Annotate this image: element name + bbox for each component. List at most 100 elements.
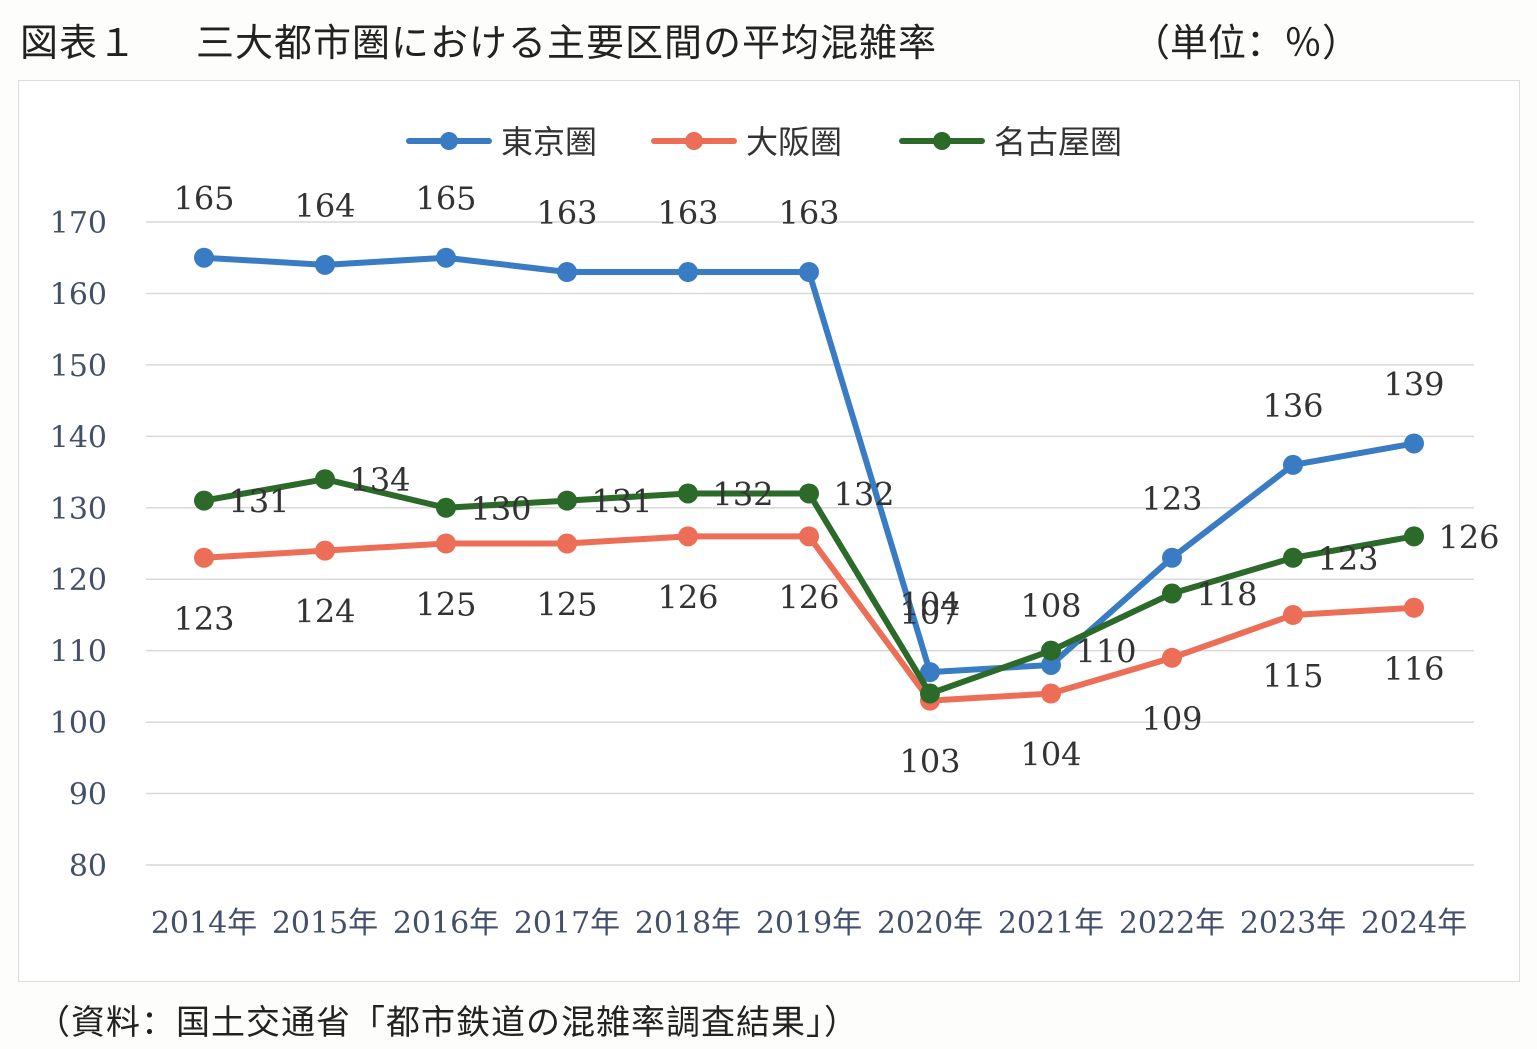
- x-tick-label: 2023年: [1240, 906, 1346, 941]
- y-tick-label: 90: [69, 778, 107, 813]
- data-point: [799, 526, 819, 547]
- series-line-1: [203, 533, 1415, 704]
- y-tick-label: 130: [50, 492, 107, 527]
- data-label: 131: [228, 483, 289, 521]
- data-label: 118: [1196, 576, 1257, 614]
- data-point: [436, 533, 456, 554]
- y-tick-label: 140: [50, 420, 107, 455]
- data-label: 116: [1383, 650, 1444, 688]
- y-tick-label: 120: [50, 563, 107, 598]
- data-point: [436, 247, 456, 268]
- data-point: [1404, 433, 1424, 454]
- legend-marker: [440, 132, 458, 150]
- data-point: [799, 483, 819, 504]
- x-tick-label: 2018年: [635, 906, 741, 941]
- y-tick-label: 170: [50, 206, 107, 241]
- data-point: [1283, 454, 1303, 475]
- data-label: 104: [899, 586, 960, 624]
- data-point: [194, 247, 214, 268]
- x-tick-label: 2021年: [998, 906, 1104, 941]
- data-label: 123: [173, 600, 234, 638]
- figure-number: 図表１: [20, 21, 138, 65]
- x-tick-label: 2015年: [272, 906, 378, 941]
- data-label: 163: [657, 194, 718, 232]
- data-point: [920, 683, 940, 704]
- data-label: 125: [536, 586, 597, 624]
- figure-source: （資料：国土交通省「都市鉄道の混雑率調査結果」）: [36, 1003, 859, 1043]
- data-label: 132: [833, 475, 894, 513]
- data-label: 107: [899, 594, 960, 632]
- figure-unit: （単位：％）: [1132, 21, 1361, 65]
- data-point: [315, 254, 335, 275]
- data-point: [920, 662, 940, 683]
- figure-header: 図表１ 三大都市圏における主要区間の平均混雑率 （単位：％）: [0, 0, 1537, 80]
- data-label: 134: [349, 461, 410, 499]
- data-point: [315, 540, 335, 561]
- data-point: [799, 262, 819, 283]
- x-tick-label: 2016年: [393, 906, 499, 941]
- data-point: [1041, 683, 1061, 704]
- data-label: 126: [778, 578, 839, 616]
- data-point: [315, 469, 335, 490]
- data-point: [1162, 647, 1182, 668]
- x-tick-label: 2017年: [514, 906, 620, 941]
- data-point: [1162, 583, 1182, 604]
- data-label: 163: [778, 194, 839, 232]
- data-label: 123: [1317, 540, 1378, 578]
- legend-label: 大阪圏: [746, 123, 842, 161]
- figure-title: 三大都市圏における主要区間の平均混雑率: [196, 21, 938, 65]
- y-tick-label: 80: [69, 849, 107, 884]
- x-tick-label: 2024年: [1361, 906, 1467, 941]
- data-label: 164: [294, 187, 355, 225]
- data-label: 163: [536, 194, 597, 232]
- data-label: 110: [1075, 633, 1136, 671]
- y-tick-label: 100: [50, 706, 107, 741]
- data-point: [194, 490, 214, 511]
- x-tick-label: 2014年: [151, 906, 257, 941]
- data-point: [1404, 526, 1424, 547]
- data-point: [436, 497, 456, 518]
- line-chart: 80 90 100 110 120 130 140 150 160 170 2014年 2015年 20…: [50, 123, 1500, 941]
- data-point: [1041, 654, 1061, 675]
- data-point: [194, 547, 214, 568]
- y-tick-label: 150: [50, 349, 107, 384]
- legend-label: 東京圏: [501, 123, 597, 161]
- data-label: 109: [1141, 700, 1202, 738]
- data-label: 123: [1141, 480, 1202, 518]
- data-point: [557, 533, 577, 554]
- x-tick-label: 2022年: [1119, 906, 1225, 941]
- data-point: [678, 262, 698, 283]
- data-label: 131: [591, 483, 652, 521]
- data-point: [1283, 604, 1303, 625]
- data-label: 165: [415, 180, 476, 218]
- data-label: 124: [294, 593, 355, 631]
- data-point: [557, 262, 577, 283]
- data-label: 130: [470, 490, 531, 528]
- legend-marker: [685, 132, 703, 150]
- data-label: 108: [1020, 587, 1081, 625]
- legend-marker: [933, 132, 951, 150]
- legend-label: 名古屋圏: [994, 123, 1122, 161]
- data-point: [1283, 547, 1303, 568]
- data-point: [1162, 547, 1182, 568]
- y-tick-label: 160: [50, 277, 107, 312]
- y-tick-label: 110: [50, 635, 107, 670]
- data-label: 165: [173, 180, 234, 218]
- data-label: 125: [415, 586, 476, 624]
- data-point: [1404, 597, 1424, 618]
- data-label: 115: [1262, 657, 1323, 695]
- data-label: 139: [1383, 365, 1444, 403]
- data-point: [678, 483, 698, 504]
- data-point: [557, 490, 577, 511]
- x-tick-label: 2020年: [877, 906, 983, 941]
- data-label: 103: [899, 743, 960, 781]
- data-point: [678, 526, 698, 547]
- chart-frame: 80 90 100 110 120 130 140 150 160 170 2014年 2015年 20…: [18, 80, 1520, 982]
- data-label: 132: [712, 475, 773, 513]
- data-label: 104: [1020, 736, 1081, 774]
- data-label: 136: [1262, 387, 1323, 425]
- data-label: 126: [657, 578, 718, 616]
- x-tick-label: 2019年: [756, 906, 862, 941]
- data-label: 126: [1438, 518, 1499, 556]
- data-point: [1041, 640, 1061, 661]
